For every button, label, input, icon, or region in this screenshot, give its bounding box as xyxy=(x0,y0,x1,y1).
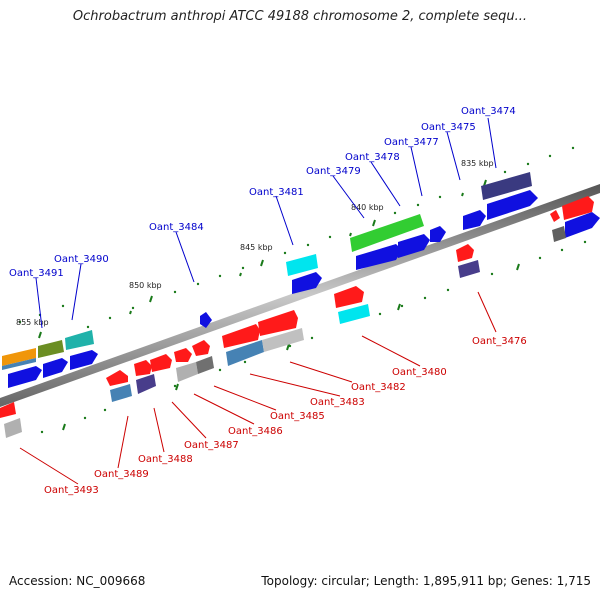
gene-green-3478 xyxy=(350,214,424,252)
top-dotted-track xyxy=(18,146,575,329)
top-gene-labels: Oant_3474 Oant_3475 Oant_3477 Oant_3478 … xyxy=(9,106,516,279)
gene-track-forward xyxy=(2,172,532,370)
gene-olive xyxy=(38,340,64,358)
top-leader-lines xyxy=(35,117,497,329)
tick-label-850: 850 kbp xyxy=(129,281,162,290)
tick-label-845: 845 kbp xyxy=(240,243,273,252)
gene-label-oant-3489[interactable]: Oant_3489 xyxy=(94,469,149,480)
gene-label-oant-3485[interactable]: Oant_3485 xyxy=(270,411,325,422)
chromosome-backbone xyxy=(0,184,600,407)
gene-label-oant-3481[interactable]: Oant_3481 xyxy=(249,187,304,198)
tick-label-855: 855 kbp xyxy=(16,318,49,327)
gene-label-oant-3482[interactable]: Oant_3482 xyxy=(351,382,406,393)
gene-label-oant-3487[interactable]: Oant_3487 xyxy=(184,440,239,451)
bottom-gene-labels: Oant_3476 Oant_3480 Oant_3482 Oant_3483 … xyxy=(44,336,527,496)
gene-label-oant-3474[interactable]: Oant_3474 xyxy=(461,106,516,117)
gene-navy-3474 xyxy=(481,172,532,200)
gene-label-oant-3477[interactable]: Oant_3477 xyxy=(384,137,439,148)
gene-label-oant-3476[interactable]: Oant_3476 xyxy=(472,336,527,347)
gene-track-blue xyxy=(8,190,600,388)
gene-label-oant-3493[interactable]: Oant_3493 xyxy=(44,485,99,496)
tick-label-840: 840 kbp xyxy=(351,203,384,212)
gene-label-oant-3486[interactable]: Oant_3486 xyxy=(228,426,283,437)
bottom-ticks xyxy=(62,263,520,431)
gene-label-oant-3488[interactable]: Oant_3488 xyxy=(138,454,193,465)
gene-label-oant-3484[interactable]: Oant_3484 xyxy=(149,222,204,233)
gene-track-reverse-red xyxy=(0,196,594,418)
gene-label-oant-3478[interactable]: Oant_3478 xyxy=(345,152,400,163)
top-ticks xyxy=(38,179,487,339)
tick-label-835: 835 kbp xyxy=(461,159,494,168)
gene-orange xyxy=(2,348,36,366)
gene-teal xyxy=(65,330,94,350)
accession-text: Accession: NC_009668 xyxy=(9,574,146,588)
map-title: Ochrobactrum anthropi ATCC 49188 chromos… xyxy=(72,9,528,24)
gene-label-oant-3475[interactable]: Oant_3475 xyxy=(421,122,476,133)
bottom-leader-lines xyxy=(19,291,497,485)
gene-cyan-3481 xyxy=(286,254,318,276)
genome-stats-text: Topology: circular; Length: 1,895,911 bp… xyxy=(261,574,591,588)
gene-track-reverse-misc xyxy=(4,226,566,438)
gene-label-oant-3483[interactable]: Oant_3483 xyxy=(310,397,365,408)
gene-label-oant-3480[interactable]: Oant_3480 xyxy=(392,367,447,378)
gene-label-oant-3490[interactable]: Oant_3490 xyxy=(54,254,109,265)
bottom-dotted-track xyxy=(40,240,587,434)
gene-label-oant-3479[interactable]: Oant_3479 xyxy=(306,166,361,177)
gene-label-oant-3491[interactable]: Oant_3491 xyxy=(9,268,64,279)
